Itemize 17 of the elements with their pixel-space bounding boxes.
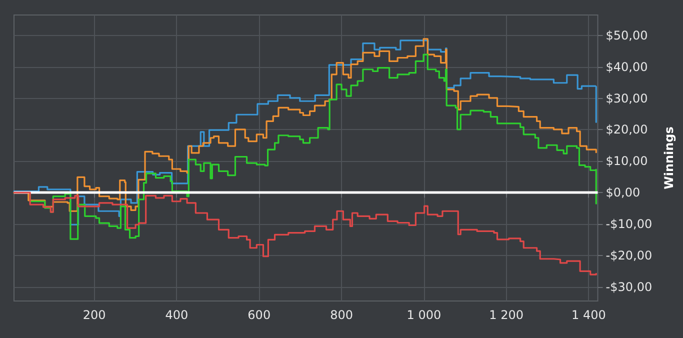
x-tick-label: 400 [165,308,188,322]
y-tick-label: $40,00 [606,60,648,74]
x-tick-label: 1 200 [489,308,524,322]
y-tick-label: $10,00 [606,154,648,168]
y-tick-label: $20,00 [606,122,648,137]
x-tick-label: 800 [330,308,353,322]
x-tick-label: 1 400 [572,308,606,322]
x-tick-label: 600 [248,308,271,322]
x-tick-label: 1 000 [406,308,442,322]
x-tick-label: 200 [82,308,106,322]
y-tick-label: -$20,00 [606,248,652,262]
y-tick-label: -$30,00 [606,280,652,294]
y-tick-label: $50,00 [606,28,648,42]
y-tick-label: $30,00 [606,91,648,106]
y-tick-label: $0,00 [606,186,640,200]
y-axis-title: Winnings [662,126,676,190]
y-tick-label: -$10,00 [606,217,652,231]
